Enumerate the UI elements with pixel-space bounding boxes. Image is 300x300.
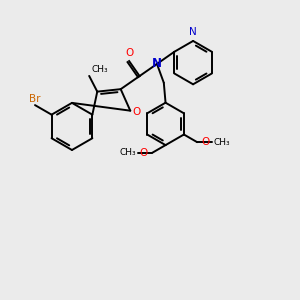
Text: CH₃: CH₃ — [213, 138, 230, 147]
Text: CH₃: CH₃ — [119, 148, 136, 157]
Text: N: N — [189, 27, 197, 37]
Text: O: O — [133, 107, 141, 117]
Text: O: O — [125, 47, 133, 58]
Text: O: O — [202, 137, 210, 147]
Text: N: N — [152, 57, 162, 70]
Text: O: O — [140, 148, 148, 158]
Text: Br: Br — [29, 94, 40, 103]
Text: CH₃: CH₃ — [92, 64, 108, 74]
